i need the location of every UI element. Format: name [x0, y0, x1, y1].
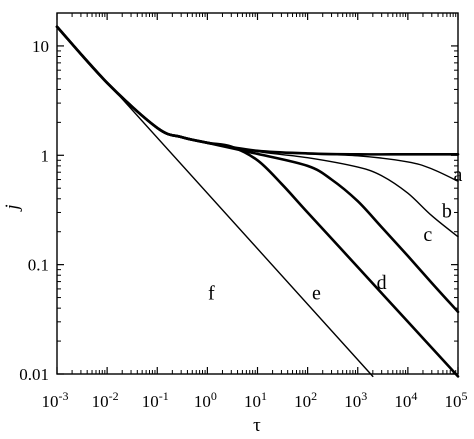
x-tick-label: 105 [445, 389, 468, 411]
x-tick-label: 10-2 [92, 389, 119, 411]
x-tick-label: 101 [244, 389, 267, 411]
axes: 10-3 10-2 10-1 100 101 102 103 104 105 0.01 0.1 1 10 [19, 12, 468, 411]
x-tick-label: 10-3 [42, 389, 69, 411]
y-tick-label: 10 [32, 37, 49, 56]
curve-label-d: d [377, 272, 387, 294]
x-axis-title: τ [253, 415, 261, 436]
y-tick-label: 0.1 [28, 256, 49, 275]
series-line-e [55, 25, 460, 378]
series-line-a [55, 25, 460, 156]
series-line-b [56, 26, 459, 182]
x-tick-label: 104 [394, 389, 417, 411]
curve-label-c: c [423, 224, 432, 246]
curve-label-f: f [208, 282, 215, 304]
y-tick-label: 0.01 [19, 365, 49, 384]
curve-labels: abc d e f [208, 164, 463, 304]
curve-label-b: b [442, 200, 452, 222]
curve-label-e: e [312, 282, 321, 304]
curve-label-a: a [454, 164, 463, 186]
plot-frame [56, 12, 459, 375]
series-line-c [56, 26, 459, 238]
y-tick-label: 1 [41, 146, 50, 165]
y-axis-title: j [2, 204, 23, 212]
x-tick-label: 102 [294, 389, 317, 411]
x-tick-label: 103 [344, 389, 367, 411]
series-line-f [56, 26, 374, 378]
series-line-d [55, 25, 460, 314]
x-tick-label: 100 [194, 389, 217, 411]
x-tick-label: 10-1 [142, 389, 169, 411]
series-group [55, 25, 460, 378]
